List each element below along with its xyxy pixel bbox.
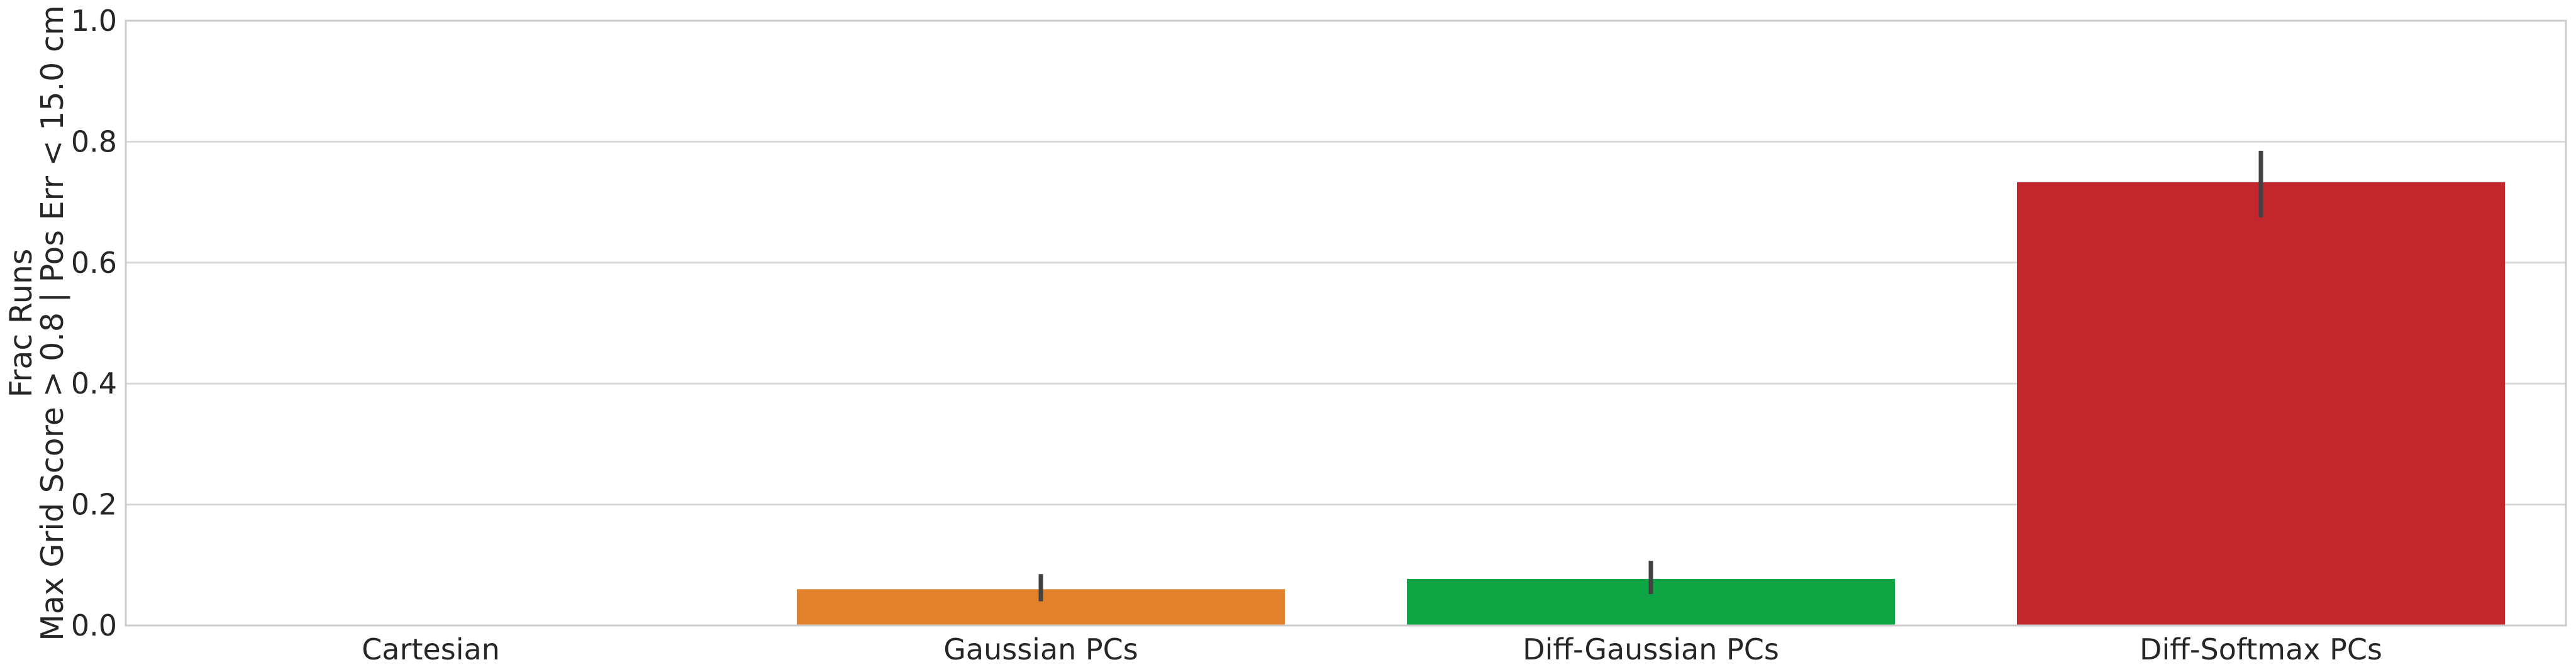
error-bars [1038, 150, 2263, 602]
y-tick-label: 0.2 [71, 488, 117, 522]
x-tick-label: Gaussian PCs [943, 632, 1138, 666]
plot-frame [125, 19, 2567, 627]
y-tick-label: 1.0 [71, 4, 117, 38]
x-tick-label: Diff-Gaussian PCs [1523, 632, 1779, 666]
y-tick-labels: 0.0 0.2 0.4 0.6 0.8 1.0 [71, 4, 117, 642]
bar-diff-softmax-pcs [2017, 182, 2505, 625]
bars [797, 182, 2505, 625]
y-axis-label-line-2: Max Grid Score > 0.8 | Pos Err < 15.0 cm [35, 5, 70, 641]
x-tick-label: Cartesian [362, 632, 500, 666]
y-axis-label-line-1: Frac Runs [3, 249, 39, 398]
x-tick-label: Diff-Softmax PCs [2140, 632, 2382, 666]
y-tick-label: 0.8 [71, 124, 117, 158]
y-tick-label: 0.0 [71, 609, 117, 642]
x-tick-labels: Cartesian Gaussian PCs Diff-Gaussian PCs Di… [362, 632, 2382, 666]
y-tick-label: 0.4 [71, 366, 117, 400]
y-tick-label: 0.6 [71, 246, 117, 280]
